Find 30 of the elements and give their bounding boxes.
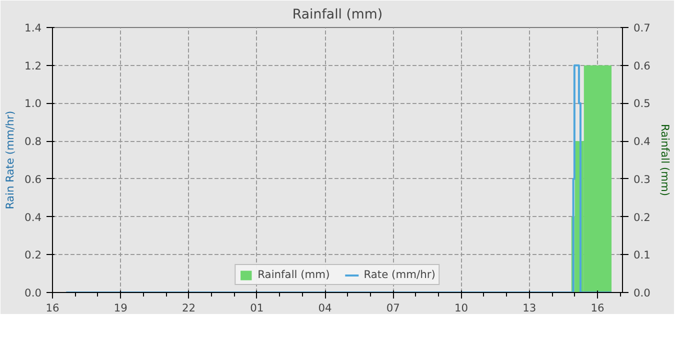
chart-title: Rainfall (mm) xyxy=(292,8,383,22)
y2-tick-label: 0.7 xyxy=(634,22,650,34)
y2-tick-label: 0.1 xyxy=(634,248,650,262)
y-tick-label: 1.0 xyxy=(24,97,42,110)
legend-label: Rainfall (mm) xyxy=(258,268,330,281)
x-tick-label: 01 xyxy=(250,302,264,314)
x-tick-label: 16 xyxy=(590,302,605,314)
y-tick-label: 0.4 xyxy=(24,210,42,224)
y2-tick-label: 0.6 xyxy=(634,59,651,72)
x-tick-label: 10 xyxy=(454,302,468,314)
y-tick-label: 0.0 xyxy=(24,286,42,300)
y2-tick-label: 0.0 xyxy=(634,286,651,300)
legend-label: Rate (mm/hr) xyxy=(364,268,436,281)
y-tick-label: 0.8 xyxy=(24,135,42,148)
y2-tick-label: 0.5 xyxy=(634,97,650,110)
x-tick-label: 19 xyxy=(114,302,128,314)
y-tick-label: 0.6 xyxy=(24,172,42,186)
y-tick-label: 0.2 xyxy=(24,248,42,262)
x-tick-label: 04 xyxy=(318,302,332,314)
y2-axis-title: Rainfall (mm) xyxy=(658,124,672,196)
y-tick-label: 1.2 xyxy=(24,59,42,72)
y2-tick-label: 0.4 xyxy=(634,135,651,148)
y2-tick-label: 0.2 xyxy=(634,210,650,224)
x-tick-label: 07 xyxy=(386,302,400,314)
x-tick-label: 22 xyxy=(182,302,196,314)
y-axis-title: Rain Rate (mm/hr) xyxy=(4,110,17,210)
x-tick-label: 16 xyxy=(46,302,60,314)
y2-tick-label: 0.3 xyxy=(634,172,650,186)
x-tick-label: 13 xyxy=(522,302,536,314)
y-tick-label: 1.4 xyxy=(24,22,42,34)
